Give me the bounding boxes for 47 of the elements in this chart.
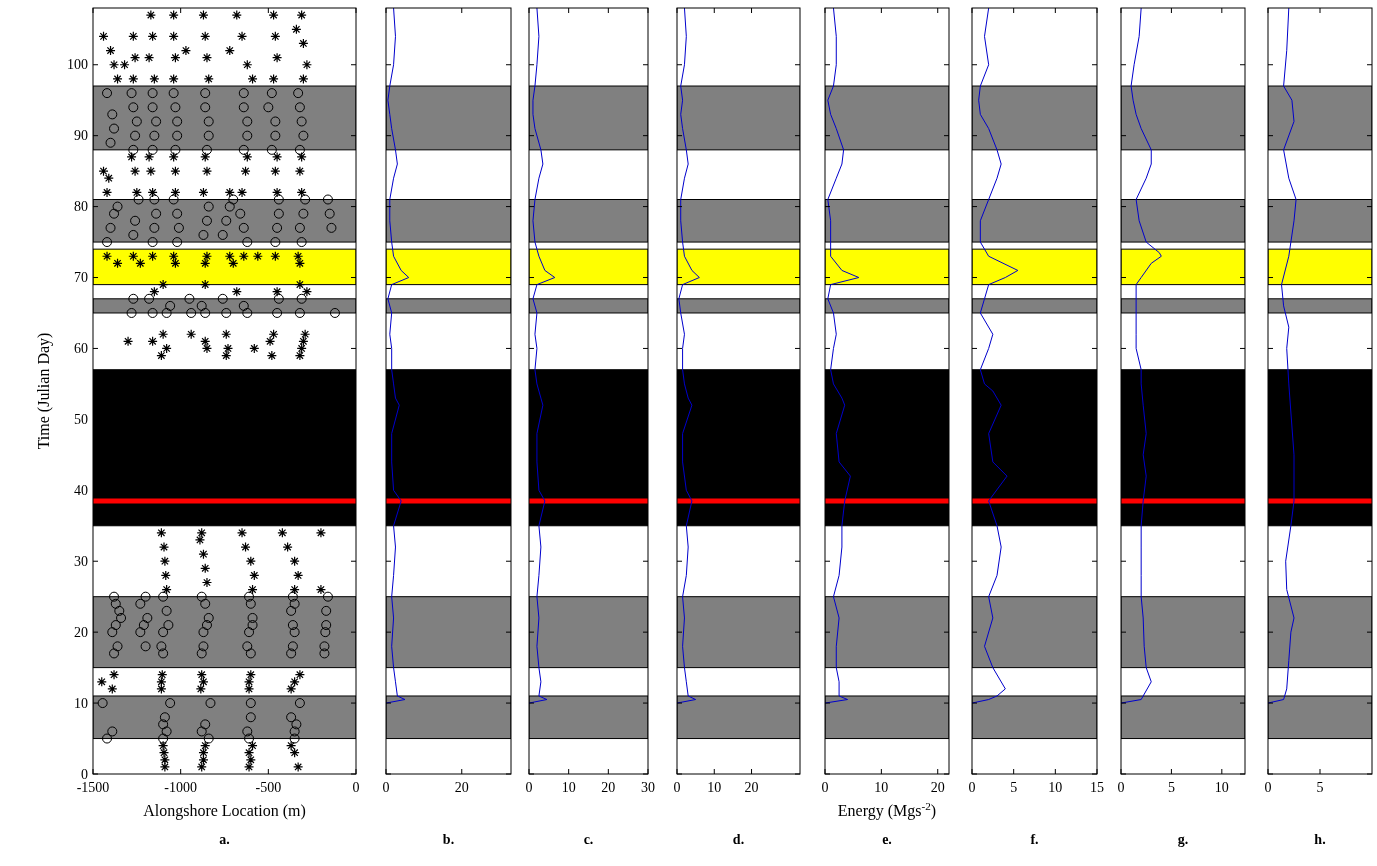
x-tick-label: 10 [1214,780,1229,795]
x-tick-label: 20 [744,780,759,795]
y-tick-label: 70 [74,270,88,286]
x-tick-label: -500 [255,780,282,795]
x-axis-title: Alongshore Location (m) [143,802,306,820]
y-tick-label: 60 [74,340,88,356]
x-tick-label: 0 [525,780,533,795]
y-axis-title: Time (Julian Day) [35,332,53,450]
text: f. [1030,832,1039,847]
x-tick-label: 0 [1264,780,1272,795]
x-tick-label: 10 [561,780,576,795]
x-tick-label: 10 [1048,780,1063,795]
y-tick-label: 100 [67,57,88,73]
x-axis-title: Energy (Mgs$^{-2}$) [837,800,937,820]
y-tick-label: 0 [81,766,88,782]
y-tick-label: 90 [74,128,88,144]
x-tick-label: 10 [874,780,889,795]
text: h. [1314,832,1326,847]
x-tick-label: 10 [707,780,722,795]
x-tick-label: 0 [382,780,390,795]
x-tick-label: 5 [1316,780,1324,795]
y-tick-label: 30 [74,553,88,569]
x-tick-label: 20 [601,780,616,795]
text: b. [442,832,455,847]
y-tick-label: 50 [74,411,88,427]
x-tick-label: 30 [641,780,655,795]
x-tick-label: 5 [1010,780,1018,795]
x-tick-label: 0 [1117,780,1125,795]
x-tick-label: 5 [1167,780,1175,795]
text: e. [882,832,892,847]
text: g. [1177,832,1189,847]
x-tick-label: -1500 [76,780,110,795]
x-tick-label: 15 [1090,780,1104,795]
y-tick-label: 10 [74,695,88,711]
x-tick-label: -1000 [164,780,197,795]
x-tick-label: 0 [673,780,681,795]
text: a. [219,832,230,847]
x-tick-label: 20 [930,780,945,795]
y-tick-label: 40 [74,482,88,498]
text: c. [583,832,594,847]
x-tick-label: 20 [454,780,469,795]
x-tick-label: 0 [821,780,829,795]
y-tick-label: 80 [74,199,88,215]
x-tick-label: 0 [968,780,976,795]
x-tick-label: 0 [352,780,360,795]
text: d. [732,832,745,847]
y-tick-label: 20 [74,624,88,640]
